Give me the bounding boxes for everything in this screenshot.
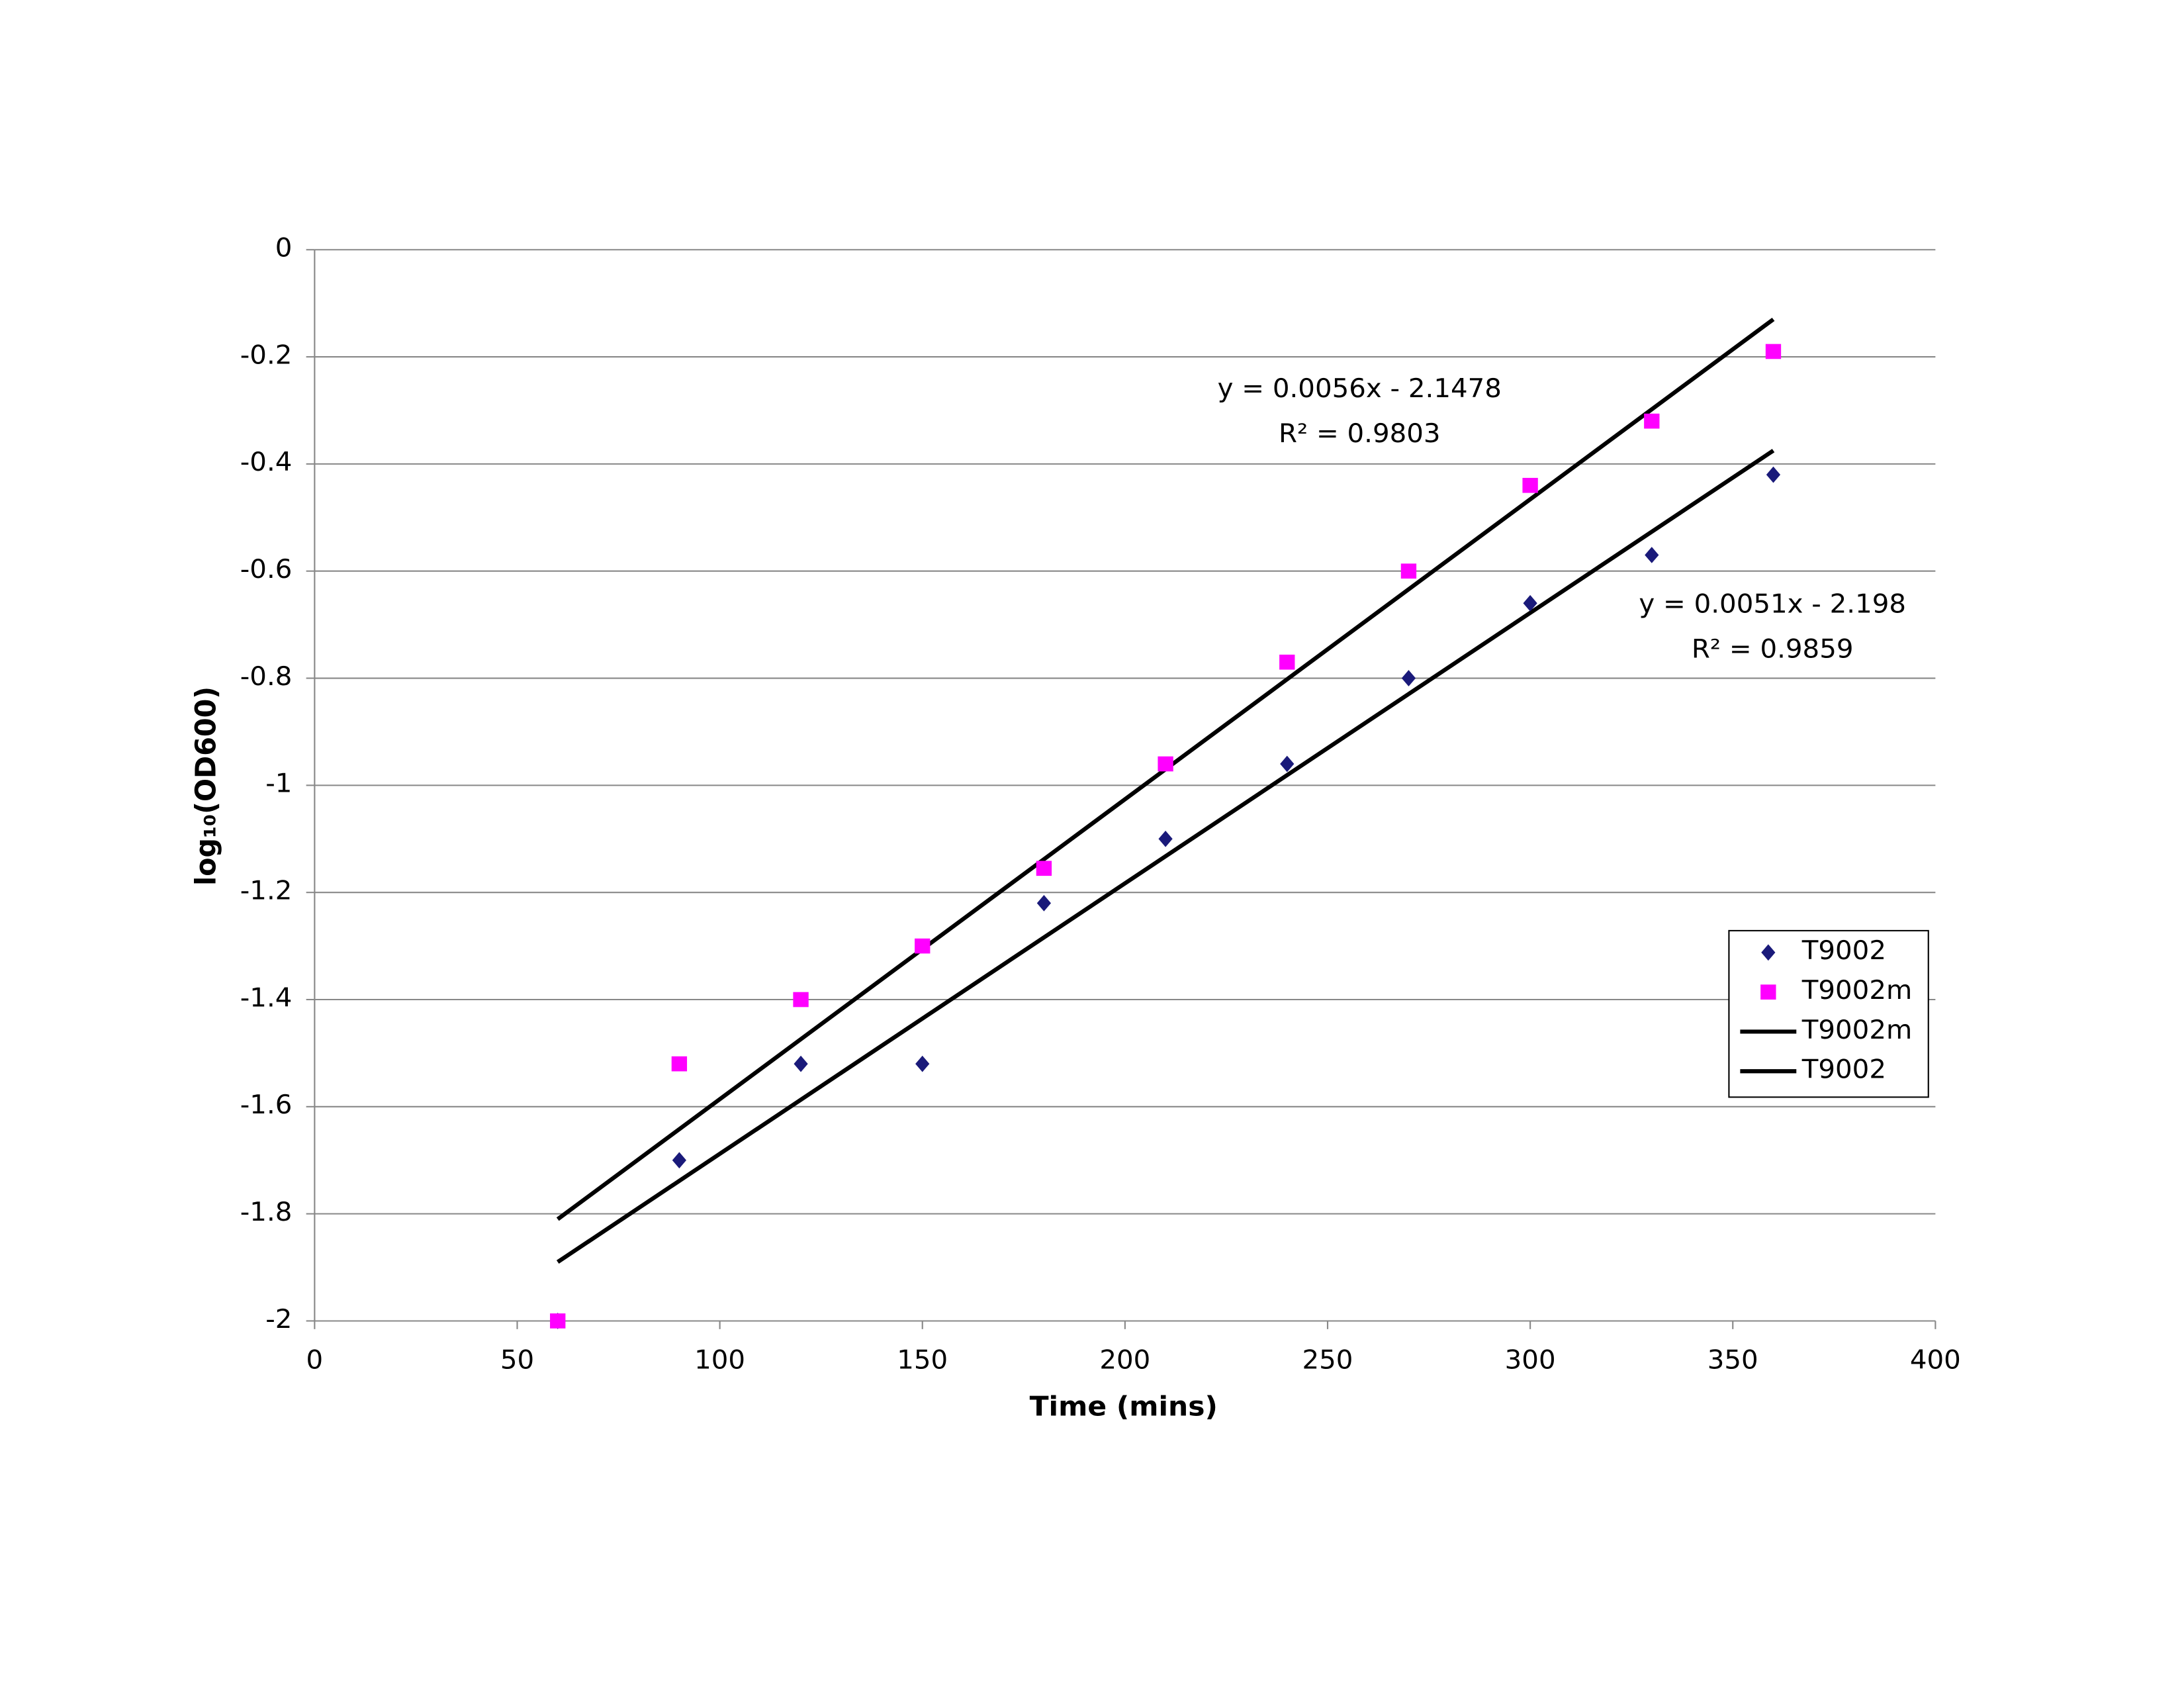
y-axis-label: log₁₀(OD600)	[189, 686, 222, 886]
data-point	[672, 1152, 687, 1169]
legend-label: T9002	[1801, 1055, 1886, 1084]
x-tick-label: 150	[897, 1345, 948, 1375]
y-tick-label: -2	[265, 1304, 292, 1334]
data-point	[1523, 594, 1537, 612]
data-point	[1401, 670, 1416, 686]
data-point	[1036, 861, 1052, 876]
y-tick-label: -1.8	[240, 1197, 293, 1227]
y-tick-label: -0.2	[240, 340, 293, 370]
data-point	[1158, 756, 1173, 772]
y-tick-label: -0.8	[240, 661, 293, 691]
data-point	[794, 1055, 808, 1072]
x-tick-label: 50	[500, 1345, 534, 1375]
data-point	[1279, 654, 1295, 670]
x-tick-label: 250	[1302, 1345, 1353, 1375]
data-point	[1400, 563, 1417, 579]
data-point	[915, 1055, 930, 1072]
x-tick-label: 350	[1707, 1345, 1758, 1375]
data-point	[671, 1056, 688, 1072]
data-point	[1280, 755, 1295, 773]
data-point	[915, 938, 931, 954]
x-axis-label: Time (mins)	[1030, 1390, 1218, 1422]
x-tick-label: 100	[694, 1345, 745, 1375]
data-point	[550, 1313, 566, 1329]
y-tick-label: -1.6	[240, 1090, 293, 1120]
y-tick-label: -1.4	[240, 983, 293, 1013]
data-point	[1765, 344, 1782, 359]
annotation: y = 0.0051x - 2.198	[1639, 589, 1906, 619]
data-point	[793, 992, 809, 1008]
x-tick-label: 0	[306, 1345, 324, 1375]
data-point	[1645, 547, 1659, 563]
annotation: y = 0.0056x - 2.1478	[1218, 373, 1502, 403]
annotation: R² = 0.9803	[1279, 418, 1441, 448]
legend-label: T9002	[1801, 936, 1886, 966]
y-tick-label: -0.6	[240, 555, 293, 585]
x-tick-label: 300	[1505, 1345, 1556, 1375]
trend-line	[556, 449, 1775, 1264]
data-point	[1644, 413, 1660, 429]
x-tick-label: 400	[1910, 1345, 1961, 1375]
legend-label: T9002m	[1801, 1015, 1912, 1045]
data-point	[1522, 477, 1538, 493]
y-tick-label: -1	[265, 769, 292, 798]
data-point	[1766, 466, 1781, 483]
y-tick-label: -0.4	[240, 447, 293, 477]
x-tick-label: 200	[1099, 1345, 1150, 1375]
legend-marker	[1760, 984, 1776, 1000]
y-tick-label: -1.2	[240, 876, 293, 906]
data-point	[1158, 830, 1173, 847]
data-point	[1036, 894, 1052, 912]
y-tick-label: 0	[275, 233, 293, 263]
legend-label: T9002m	[1801, 976, 1912, 1006]
annotation: R² = 0.9859	[1692, 634, 1854, 664]
